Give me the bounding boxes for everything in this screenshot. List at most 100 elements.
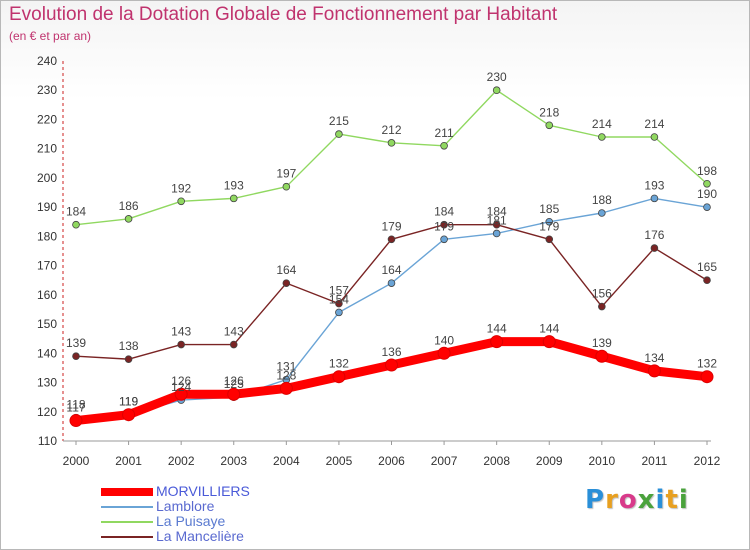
data-point [335,308,343,317]
data-point [332,370,346,384]
data-point [492,229,501,238]
x-tick-label: 2011 [642,454,668,468]
data-label: 119 [119,395,138,409]
data-point [598,209,606,217]
data-point [177,197,185,206]
y-tick-label: 200 [37,171,57,185]
data-point [542,335,556,349]
x-tick-label: 2000 [63,454,90,468]
chart-title: Evolution de la Dotation Globale de Fonc… [9,4,558,25]
logo-letter: t [665,485,679,515]
data-label: 128 [276,368,296,382]
data-point [440,141,448,150]
y-tick-label: 160 [37,288,57,302]
data-point [595,349,609,363]
data-label: 124 [171,380,191,394]
data-label: 179 [434,219,454,233]
data-label: 192 [171,181,191,195]
data-point [545,235,554,244]
data-point [703,276,711,285]
data-point [387,235,396,244]
data-point [598,302,606,311]
data-point [650,194,659,203]
logo-letter: i [678,485,689,515]
data-point [492,220,501,229]
legend-label: Lamblore [156,498,215,514]
data-label: 211 [435,126,454,140]
y-tick-label: 180 [37,229,57,243]
x-tick-label: 2001 [115,454,142,468]
y-tick-label: 190 [37,200,57,214]
data-label: 119 [119,395,138,409]
legend-label: La Mancelière [156,528,244,544]
data-point [598,133,606,141]
data-point [387,279,396,287]
y-tick-label: 140 [37,346,57,360]
data-point [72,352,80,361]
data-point [703,203,711,211]
legend-swatch [101,488,153,496]
x-tick-label: 2008 [483,454,510,468]
y-tick-label: 220 [37,112,57,126]
data-point [650,244,659,252]
x-tick-label: 2012 [694,454,721,468]
data-point [282,182,291,191]
logo-letter: o [618,485,638,515]
data-label: 156 [592,287,612,301]
data-point [440,220,448,229]
logo-letter: i [655,485,666,515]
data-label: 139 [66,336,86,350]
data-label: 157 [329,284,349,298]
data-label: 215 [329,114,349,128]
x-tick-label: 2009 [536,454,563,468]
data-point [437,346,451,360]
data-point [647,364,661,378]
x-tick-label: 2010 [588,454,615,468]
data-label: 144 [487,322,507,336]
chart-data-labels: 118 119 124 125 131 154 164 179 181 185 188 193 190 1… [66,70,717,414]
data-point [335,299,343,308]
data-point [229,340,238,349]
data-label: 230 [487,70,507,84]
data-point [124,355,133,363]
data-label: 212 [381,123,401,137]
data-point [545,121,554,130]
data-label: 179 [381,219,401,233]
series-line [75,89,708,226]
data-label: 184 [487,205,507,219]
data-point [703,179,711,188]
data-point [650,133,659,141]
data-label: 143 [171,325,191,339]
data-label: 185 [539,202,559,216]
data-point [490,335,504,349]
legend-label: La Puisaye [156,513,226,529]
data-label: 188 [592,193,612,207]
y-tick-label: 170 [37,259,57,273]
data-label: 138 [119,339,139,353]
data-point [229,194,238,203]
data-label: 154 [329,292,349,306]
data-label: 214 [592,117,612,131]
line-chart: 110 120 130 140 150 160 170 180 190 200 210 220 230 2… [37,54,721,468]
data-label: 144 [539,322,559,336]
data-label: 131 [276,360,296,374]
data-label: 193 [644,178,664,192]
data-label: 139 [592,336,612,350]
y-tick-label: 130 [37,376,57,390]
x-tick-label: 2007 [431,454,458,468]
data-label: 117 [66,401,85,415]
data-point [69,414,83,428]
data-label: 118 [66,398,85,412]
data-point [492,86,501,95]
legend-swatch [101,521,153,523]
data-label: 143 [224,325,244,339]
data-label: 184 [434,205,454,219]
y-tick-label: 230 [37,83,57,97]
data-label: 190 [697,187,717,201]
x-tick-label: 2004 [273,454,300,468]
data-label: 140 [434,333,454,347]
series-line [75,223,708,360]
data-label: 176 [644,228,664,242]
data-point [122,408,136,422]
